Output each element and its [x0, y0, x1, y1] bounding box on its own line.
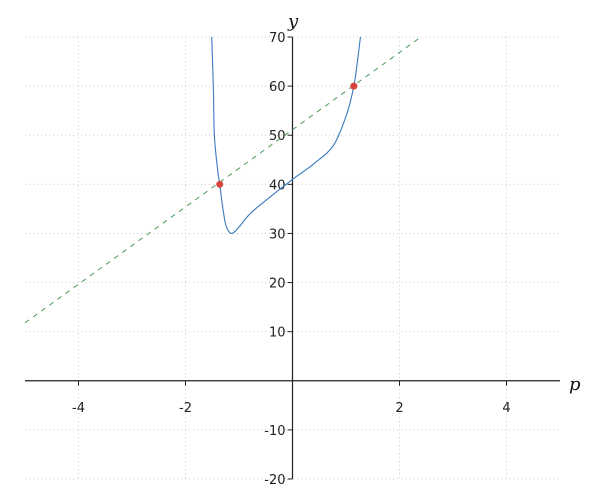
- x-tick-label: -2: [179, 401, 192, 416]
- y-tick-label: -20: [264, 473, 285, 488]
- y-tick-label: 10: [269, 326, 286, 341]
- y-tick-label: 60: [269, 80, 286, 95]
- y-tick-label: 70: [269, 31, 286, 46]
- x-axis-label: p: [569, 374, 581, 395]
- y-tick-label: 40: [269, 178, 286, 193]
- intersection-points: [216, 82, 358, 188]
- x-tick-label: 4: [502, 401, 510, 416]
- intersection-point: [216, 180, 224, 188]
- y-tick-label: 30: [269, 227, 286, 242]
- intersection-point: [350, 82, 358, 90]
- x-tick-label: 2: [395, 401, 403, 416]
- y-axis-label: y: [287, 11, 299, 32]
- y-tick-label: -10: [264, 424, 285, 439]
- dashed-line-series: [24, 36, 422, 324]
- curve-series: [211, 36, 361, 234]
- y-tick-label: 20: [269, 277, 286, 292]
- ticks: -4 -2 2 4 -20 -10 10 20 30 40 50 60 70: [72, 31, 511, 488]
- axes: [25, 37, 560, 479]
- x-tick-label: -4: [72, 401, 85, 416]
- y-tick-label: 50: [269, 129, 286, 144]
- grid: [25, 36, 560, 480]
